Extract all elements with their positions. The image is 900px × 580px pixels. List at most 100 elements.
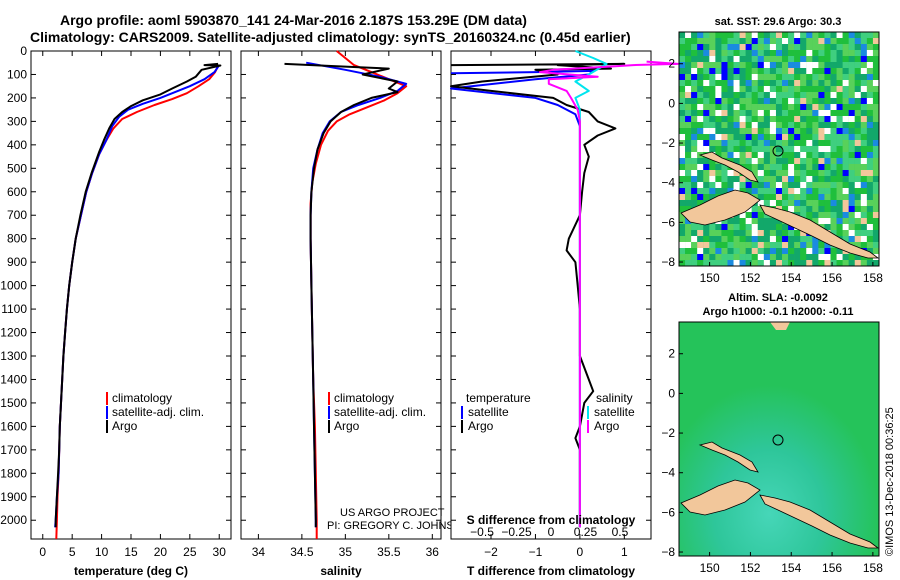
sst-cell bbox=[739, 152, 746, 159]
sst-cell bbox=[800, 200, 807, 207]
sst-cell bbox=[703, 68, 710, 75]
sst-cell bbox=[703, 122, 710, 129]
sst-cell bbox=[782, 32, 789, 39]
sst-cell bbox=[836, 38, 843, 45]
sst-cell bbox=[733, 110, 740, 117]
sst-cell bbox=[715, 164, 722, 171]
sst-cell bbox=[842, 44, 849, 51]
sst-cell bbox=[848, 68, 855, 75]
sst-cell bbox=[860, 146, 867, 153]
sst-cell bbox=[721, 86, 728, 93]
sst-cell bbox=[872, 248, 880, 255]
sst-cell bbox=[745, 164, 752, 171]
sst-cell bbox=[691, 56, 698, 63]
sst-cell bbox=[715, 44, 722, 51]
sst-cell bbox=[806, 188, 813, 195]
sst-cell bbox=[763, 176, 771, 183]
sst-cell bbox=[721, 140, 728, 147]
sst-cell bbox=[866, 200, 874, 207]
sst-cell bbox=[697, 134, 704, 141]
sst-cell bbox=[775, 230, 783, 237]
sst-cell bbox=[733, 38, 740, 45]
title-line1: Argo profile: aoml 5903870_141 24-Mar-20… bbox=[60, 12, 527, 28]
sst-cell bbox=[848, 32, 855, 39]
sst-cell bbox=[685, 164, 692, 171]
sst-cell bbox=[691, 38, 698, 45]
sst-cell bbox=[763, 104, 771, 111]
sst-cell bbox=[745, 56, 752, 63]
sst-cell bbox=[872, 158, 880, 165]
sst-cell bbox=[854, 188, 861, 195]
sst-cell bbox=[818, 242, 825, 249]
sst-cell bbox=[745, 146, 752, 153]
sst-cell bbox=[818, 50, 825, 57]
sst-cell bbox=[745, 98, 752, 105]
map-x-tick-label: 152 bbox=[740, 271, 760, 285]
sst-cell bbox=[715, 98, 722, 105]
sst-cell bbox=[812, 248, 819, 255]
sst-cell bbox=[812, 68, 819, 75]
sst-cell bbox=[679, 230, 686, 237]
sst-cell bbox=[757, 182, 764, 189]
sst-cell bbox=[818, 170, 825, 177]
sst-cell bbox=[854, 230, 861, 237]
sst-cell bbox=[872, 62, 880, 69]
sst-cell bbox=[848, 206, 855, 213]
sst-cell bbox=[812, 92, 819, 99]
sst-cell bbox=[848, 182, 855, 189]
sst-cell bbox=[763, 122, 771, 129]
sst-cell bbox=[721, 170, 728, 177]
sst-cell bbox=[769, 230, 777, 237]
sst-cell bbox=[830, 212, 837, 219]
sst-cell bbox=[818, 254, 825, 261]
sst-cell bbox=[757, 62, 764, 69]
sst-cell bbox=[812, 104, 819, 111]
sst-cell bbox=[727, 32, 734, 39]
sst-cell bbox=[830, 260, 837, 267]
sst-cell bbox=[848, 50, 855, 57]
sst-cell bbox=[812, 38, 819, 45]
sst-cell bbox=[794, 44, 801, 51]
sst-cell bbox=[788, 62, 795, 69]
sst-cell bbox=[866, 80, 874, 87]
sst-cell bbox=[697, 92, 704, 99]
sst-cell bbox=[775, 122, 783, 129]
sst-cell bbox=[830, 182, 837, 189]
sst-cell bbox=[715, 146, 722, 153]
legend-climatology: climatology bbox=[112, 391, 172, 405]
sst-cell bbox=[830, 68, 837, 75]
x-tick-label: −1 bbox=[529, 545, 543, 559]
sst-cell bbox=[745, 128, 752, 135]
sst-cell bbox=[685, 260, 692, 267]
sst-cell bbox=[836, 98, 843, 105]
sst-cell bbox=[763, 50, 771, 57]
sst-cell bbox=[697, 122, 704, 129]
sst-cell bbox=[709, 80, 716, 87]
sst-cell bbox=[715, 86, 722, 93]
sst-cell bbox=[685, 50, 692, 57]
sst-cell bbox=[727, 188, 734, 195]
sst-cell bbox=[830, 194, 837, 201]
sst-cell bbox=[739, 224, 746, 231]
sst-cell bbox=[782, 200, 789, 207]
sst-cell bbox=[685, 80, 692, 87]
sst-cell bbox=[721, 62, 728, 69]
sst-cell bbox=[842, 254, 849, 261]
sst-cell bbox=[691, 224, 698, 231]
sst-cell bbox=[733, 170, 740, 177]
sst-cell bbox=[751, 170, 758, 177]
sst-cell bbox=[715, 38, 722, 45]
sst-cell bbox=[782, 140, 789, 147]
sst-cell bbox=[854, 236, 861, 243]
sst-cell bbox=[818, 146, 825, 153]
sst-cell bbox=[812, 80, 819, 87]
x-tick-label: 0 bbox=[577, 545, 584, 559]
sst-cell bbox=[842, 140, 849, 147]
sst-cell bbox=[739, 68, 746, 75]
sst-cell bbox=[866, 158, 874, 165]
sst-cell bbox=[872, 92, 880, 99]
sst-cell bbox=[709, 86, 716, 93]
sst-cell bbox=[794, 104, 801, 111]
sst-cell bbox=[806, 86, 813, 93]
sst-cell bbox=[757, 86, 764, 93]
